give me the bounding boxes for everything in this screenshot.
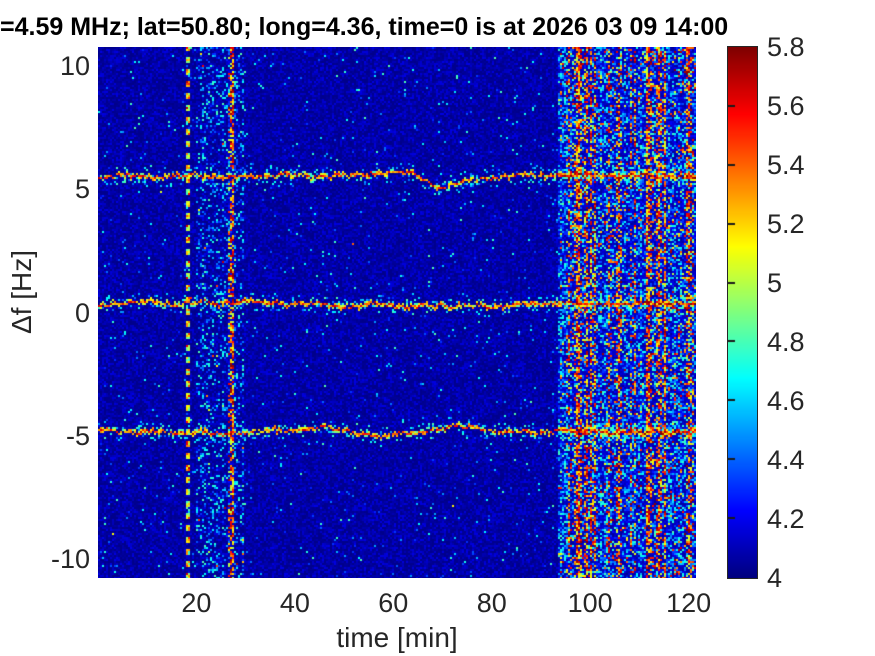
x-axis-label: time [min]	[336, 622, 458, 653]
y-axis-label: Δf [Hz]	[6, 249, 37, 335]
y-tick-label: 0	[74, 297, 90, 328]
x-tick-label: 20	[181, 588, 212, 618]
x-tick-label: 80	[476, 588, 507, 618]
x-tick-label: 40	[279, 588, 310, 618]
colorbar-gradient	[727, 46, 758, 579]
colorbar-tick-label: 4.2	[767, 504, 805, 534]
colorbar-tick-label: 5.4	[767, 150, 805, 180]
y-tick-label: -5	[65, 420, 90, 451]
y-tick-label: -10	[50, 544, 90, 575]
y-tick-label: 10	[59, 50, 90, 81]
colorbar-tick-label: 5.6	[767, 91, 805, 121]
colorbar-tick-label: 4	[767, 563, 783, 593]
colorbar-tick-label: 4.6	[767, 386, 805, 416]
colorbar-tick-label: 5	[767, 268, 783, 298]
colorbar-tick-label: 5.8	[767, 32, 805, 62]
y-tick-label: 5	[74, 174, 90, 204]
colorbar-tick-label: 4.4	[767, 445, 805, 475]
figure-title: =4.59 MHz; lat=50.80; long=4.36, time=0 …	[0, 13, 729, 41]
x-tick-label: 60	[378, 588, 409, 618]
colorbar-tick-label: 5.2	[767, 209, 805, 239]
colorbar-tick-label: 4.8	[767, 327, 805, 357]
x-tick-label: 100	[567, 588, 613, 618]
x-tick-label: 120	[666, 588, 712, 618]
spectrogram-image	[98, 47, 696, 578]
